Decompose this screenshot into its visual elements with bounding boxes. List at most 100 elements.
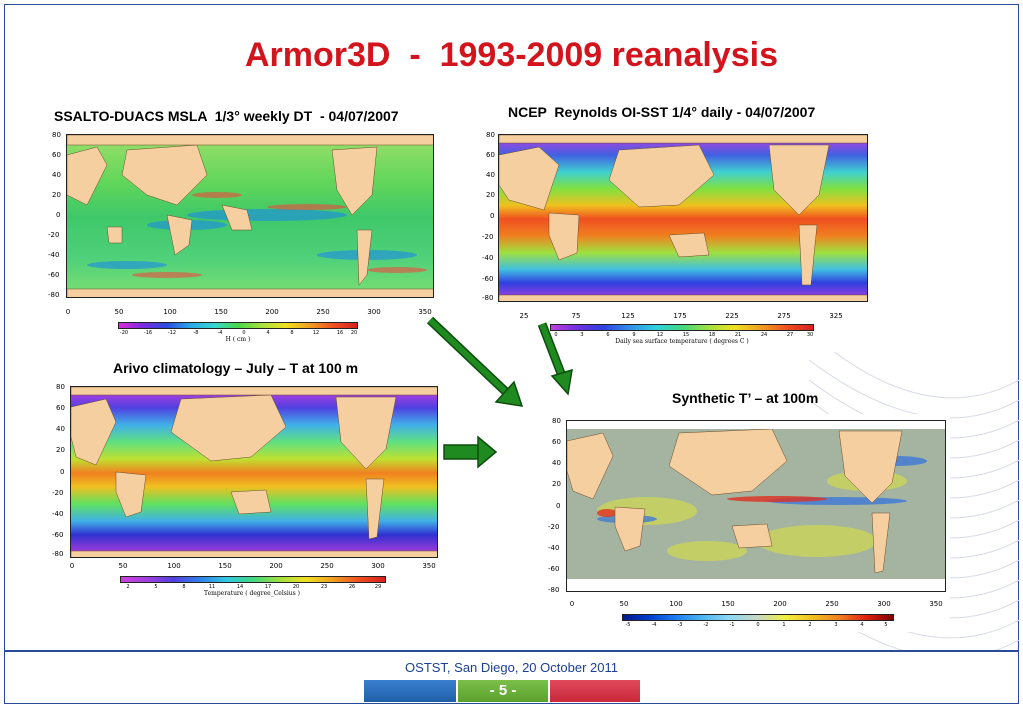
- x-tick: 25: [519, 312, 529, 320]
- y-tick: 0: [56, 211, 61, 219]
- cb-tick: -8: [193, 330, 199, 336]
- cb-tick: 3: [834, 622, 838, 628]
- cb-tick: -12: [167, 330, 177, 336]
- x-tick: 250: [320, 562, 334, 570]
- msla-colorbar-label: H ( cm ): [225, 336, 251, 343]
- cb-tick: 18: [708, 332, 716, 338]
- x-tick: 350: [422, 562, 436, 570]
- y-tick: -80: [48, 291, 60, 299]
- x-tick: 250: [825, 600, 839, 608]
- y-tick: -20: [482, 233, 494, 241]
- cb-tick: 5: [154, 584, 158, 590]
- y-tick: 20: [52, 191, 61, 199]
- y-tick: 20: [552, 480, 561, 488]
- x-tick: 225: [725, 312, 739, 320]
- cb-tick: 12: [656, 332, 664, 338]
- x-tick: 275: [777, 312, 791, 320]
- y-tick: 60: [486, 151, 495, 159]
- cb-tick: -2: [703, 622, 709, 628]
- x-tick: 175: [673, 312, 687, 320]
- x-tick: 0: [65, 308, 71, 316]
- y-tick: 20: [56, 446, 65, 454]
- y-tick: -40: [482, 254, 494, 262]
- cb-tick: 5: [884, 622, 888, 628]
- cb-tick: 4: [860, 622, 864, 628]
- cb-tick: 23: [320, 584, 328, 590]
- sst-map-image: [499, 135, 867, 301]
- sst-colorbar-label: Daily sea surface temperature ( degrees …: [615, 338, 749, 345]
- slide-title: Armor3D - 1993-2009 reanalysis: [245, 36, 778, 74]
- x-tick: 150: [214, 308, 228, 316]
- y-tick: 40: [52, 171, 61, 179]
- y-tick: -20: [548, 523, 560, 531]
- cb-tick: 3: [580, 332, 584, 338]
- synth-map: [566, 420, 946, 592]
- x-tick: 125: [621, 312, 635, 320]
- y-tick: 0: [490, 212, 495, 220]
- clim-map-panel: 80 60 40 20 0 -20 -40 -60 -80 0 50 100 1…: [52, 382, 442, 600]
- cb-tick: 26: [348, 584, 356, 590]
- cb-tick: -4: [217, 330, 223, 336]
- cb-tick: 0: [756, 622, 760, 628]
- x-tick: 325: [829, 312, 843, 320]
- msla-caption: SSALTO-DUACS MSLA 1/3° weekly DT - 04/07…: [54, 108, 399, 124]
- arrow-clim-to-synth: [443, 435, 498, 469]
- cb-tick: 9: [632, 332, 636, 338]
- cb-tick: 6: [606, 332, 610, 338]
- y-tick: 40: [552, 459, 561, 467]
- y-tick: -60: [52, 531, 64, 539]
- footer-rule: [4, 650, 1019, 652]
- cb-tick: 11: [208, 584, 216, 590]
- y-tick: 40: [56, 425, 65, 433]
- y-tick: 80: [552, 417, 561, 425]
- cb-tick: 12: [312, 330, 320, 336]
- x-tick: 250: [316, 308, 330, 316]
- x-tick: 0: [69, 562, 75, 570]
- cb-tick: -4: [651, 622, 657, 628]
- cb-tick: 14: [236, 584, 244, 590]
- y-tick: -20: [48, 231, 60, 239]
- x-tick: 300: [877, 600, 891, 608]
- cb-tick: 8: [290, 330, 294, 336]
- cb-tick: 16: [336, 330, 344, 336]
- y-tick: 20: [486, 191, 495, 199]
- cb-tick: 30: [806, 332, 814, 338]
- clim-colorbar-label: Temperature ( degree_Celsius ): [204, 590, 300, 597]
- x-tick: 350: [929, 600, 943, 608]
- y-tick: -40: [548, 544, 560, 552]
- x-tick: 50: [619, 600, 629, 608]
- cb-tick: 0: [242, 330, 246, 336]
- arrow-sst-to-synth: [537, 322, 573, 396]
- footer-text: OSTST, San Diego, 20 October 2011: [405, 660, 618, 675]
- clim-map: [70, 386, 438, 558]
- cb-tick: 15: [682, 332, 690, 338]
- x-tick: 150: [218, 562, 232, 570]
- cb-tick: -16: [143, 330, 153, 336]
- synth-map-image: [567, 421, 945, 591]
- cb-tick: 0: [554, 332, 558, 338]
- y-tick: 60: [56, 404, 65, 412]
- cb-tick: 4: [266, 330, 270, 336]
- y-tick: -80: [482, 294, 494, 302]
- x-tick: 200: [265, 308, 279, 316]
- y-tick: 0: [60, 468, 65, 476]
- clim-colorbar: [120, 576, 386, 583]
- y-tick: 60: [552, 438, 561, 446]
- synth-map-panel: 80 60 40 20 0 -20 -40 -60 -80 0 50 100 1…: [548, 414, 950, 632]
- footer-bar-red: [550, 680, 640, 702]
- cb-tick: 21: [734, 332, 742, 338]
- cb-tick: 2: [126, 584, 130, 590]
- x-tick: 200: [269, 562, 283, 570]
- y-tick: -60: [48, 271, 60, 279]
- msla-map-panel: 80 60 40 20 0 -20 -40 -60 -80 0 50 100 1…: [42, 128, 442, 344]
- y-tick: 60: [52, 151, 61, 159]
- y-tick: -80: [52, 550, 64, 558]
- arrow-msla-to-synth: [426, 316, 524, 407]
- x-tick: 100: [167, 562, 181, 570]
- x-tick: 150: [721, 600, 735, 608]
- y-tick: -60: [482, 275, 494, 283]
- cb-tick: 20: [350, 330, 358, 336]
- x-tick: 100: [163, 308, 177, 316]
- sst-colorbar: [550, 324, 814, 331]
- x-tick: 50: [118, 562, 128, 570]
